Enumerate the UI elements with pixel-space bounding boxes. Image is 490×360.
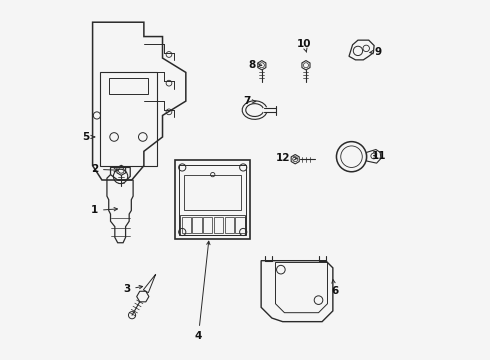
Text: 12: 12 — [275, 153, 297, 163]
Bar — [224, 217, 234, 233]
Text: 10: 10 — [297, 40, 312, 52]
Text: 11: 11 — [372, 150, 387, 161]
Text: 4: 4 — [195, 241, 210, 341]
Bar — [192, 217, 201, 233]
Text: 8: 8 — [248, 60, 262, 70]
Bar — [214, 217, 223, 233]
Bar — [180, 215, 245, 235]
Text: 7: 7 — [243, 96, 256, 106]
Bar — [203, 217, 212, 233]
Bar — [109, 78, 148, 94]
Bar — [179, 165, 246, 235]
Bar — [181, 217, 191, 233]
Text: 1: 1 — [91, 206, 118, 216]
Text: 9: 9 — [370, 46, 381, 57]
Bar — [184, 175, 242, 211]
Bar — [100, 72, 157, 166]
Bar — [175, 160, 250, 239]
Text: 5: 5 — [82, 132, 95, 142]
Bar — [235, 217, 245, 233]
Text: 3: 3 — [123, 284, 143, 294]
Text: 6: 6 — [331, 280, 338, 296]
Text: 2: 2 — [91, 164, 118, 174]
